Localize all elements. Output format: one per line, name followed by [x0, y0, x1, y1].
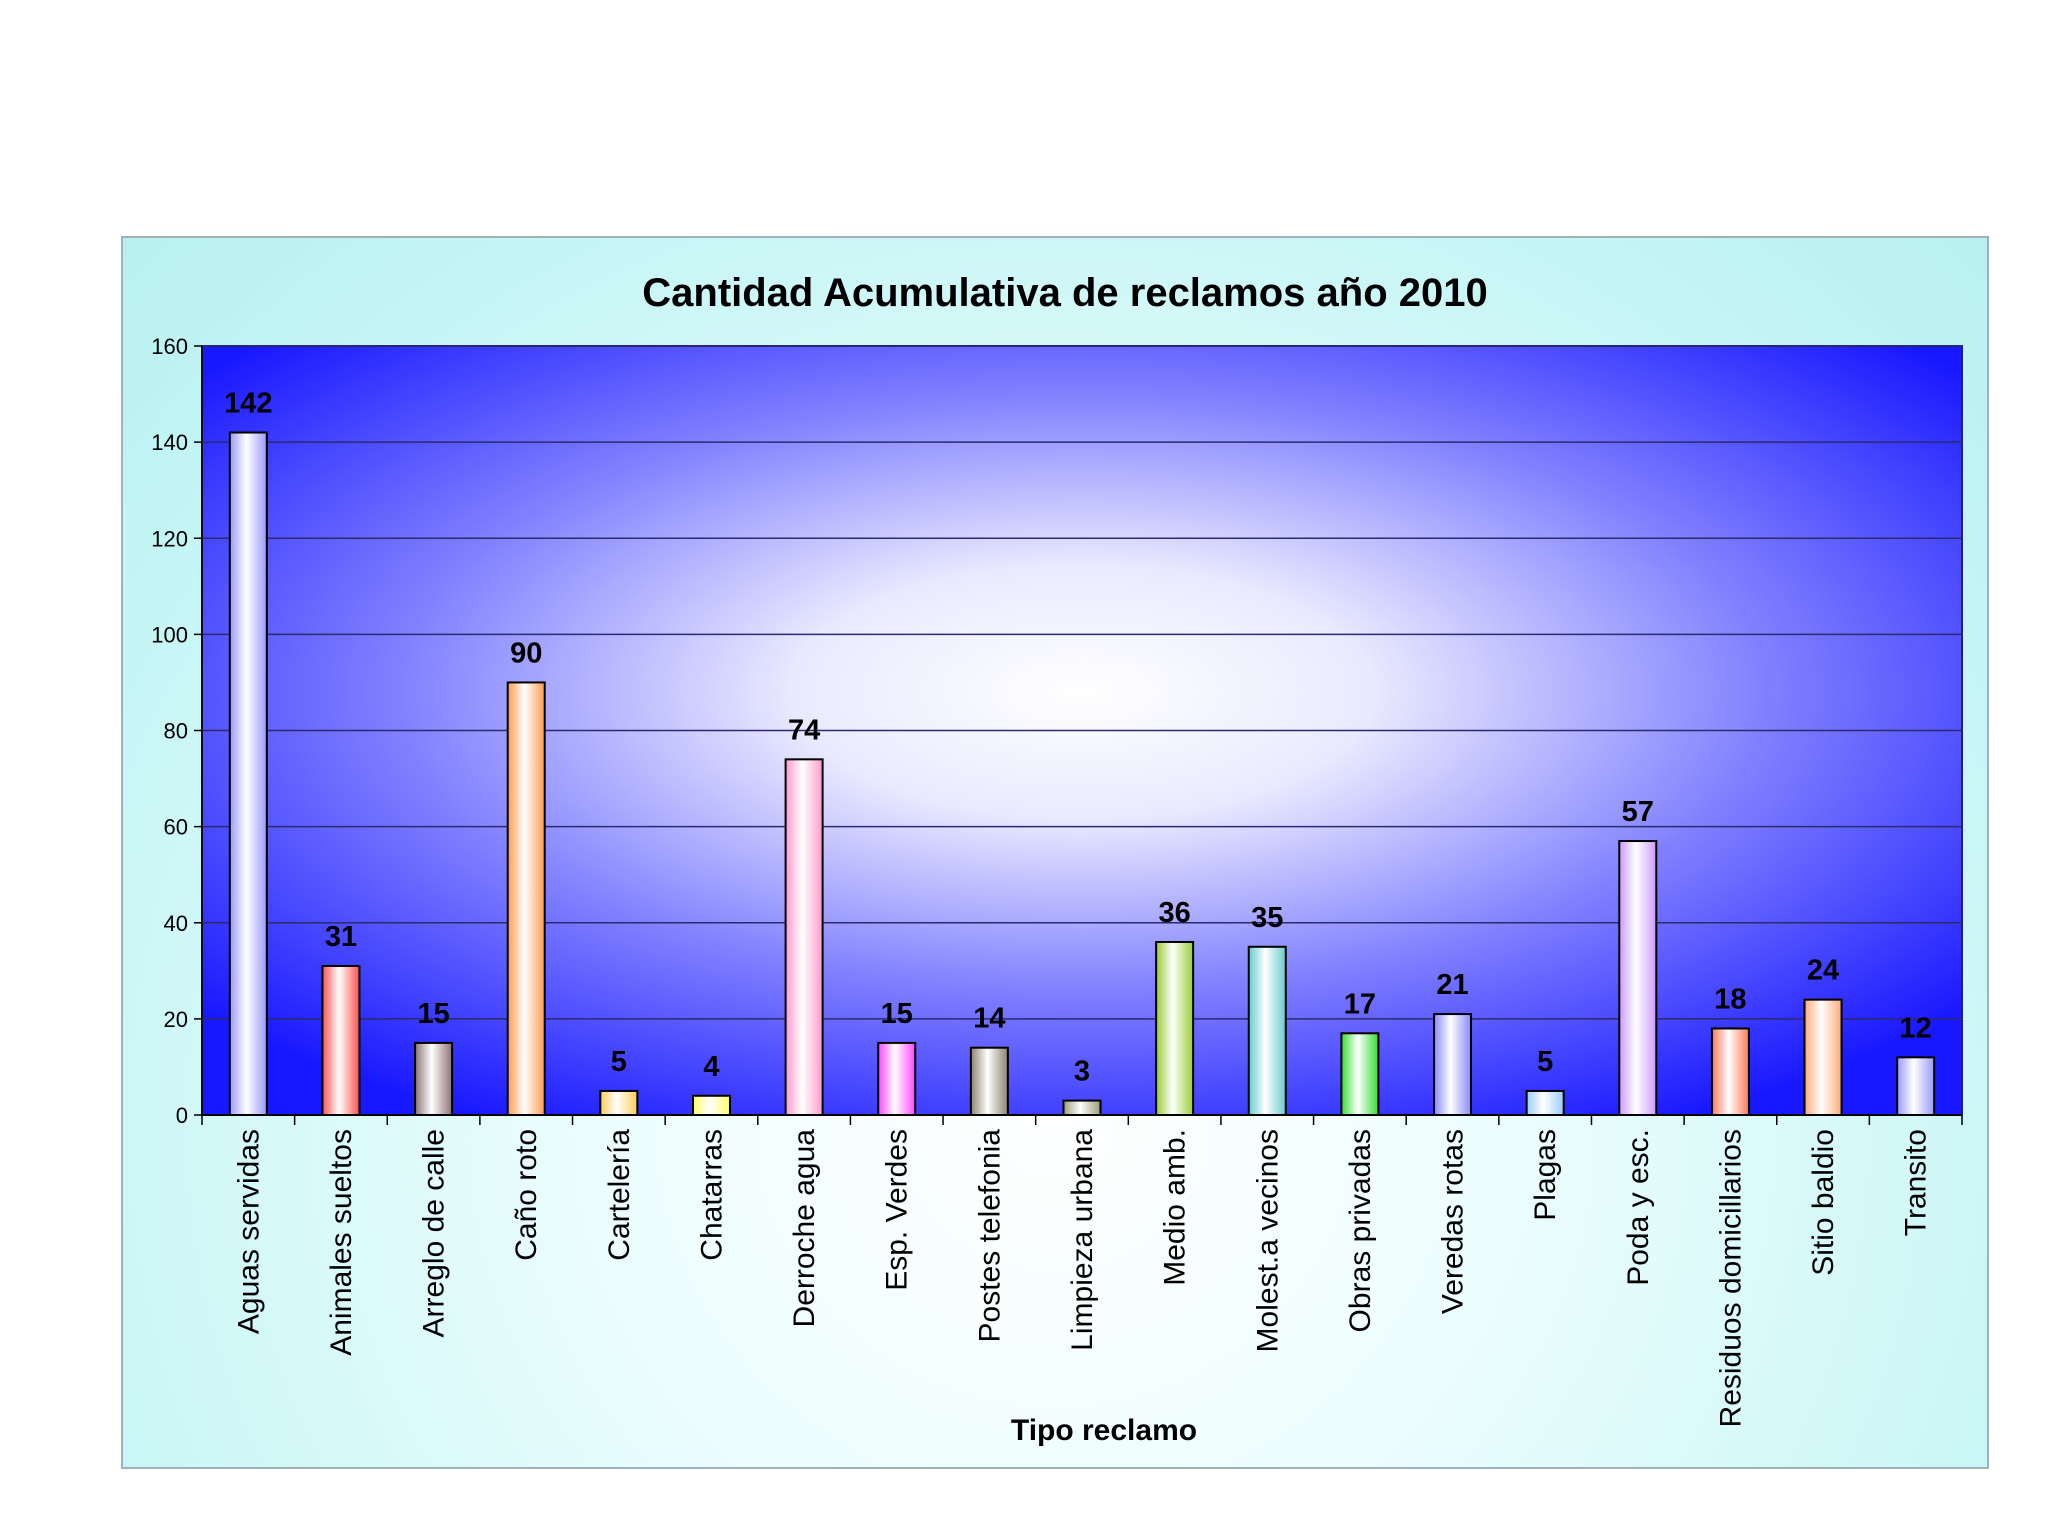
- y-tick-label: 0: [176, 1103, 188, 1128]
- x-tick-label: Transito: [1900, 1129, 1933, 1236]
- x-tick-label: Obras privadas: [1344, 1129, 1377, 1332]
- data-label: 14: [973, 1003, 1005, 1035]
- x-tick-label: Limpieza urbana: [1066, 1129, 1099, 1351]
- x-tick-label: Esp. Verdes: [881, 1129, 914, 1291]
- bar: [1896, 1056, 1936, 1117]
- data-label: 21: [1436, 969, 1468, 1001]
- y-tick-label: 140: [151, 430, 188, 455]
- y-tick-label: 80: [164, 719, 188, 744]
- x-tick-label: Residuos domicillarios: [1714, 1129, 1747, 1427]
- data-label: 31: [325, 921, 357, 953]
- data-label: 15: [417, 998, 449, 1030]
- y-tick-label: 120: [151, 526, 188, 551]
- bar: [969, 1046, 1009, 1117]
- data-label: 3: [1074, 1056, 1090, 1088]
- data-label: 35: [1251, 902, 1283, 934]
- data-label: 5: [611, 1046, 627, 1078]
- bar: [1340, 1032, 1380, 1117]
- data-label: 142: [224, 388, 272, 420]
- plot-area: [201, 345, 1963, 1116]
- bar: [1062, 1099, 1102, 1116]
- x-tick-label: Plagas: [1529, 1129, 1562, 1221]
- y-tick-label: 40: [164, 911, 188, 936]
- x-tick-label: Caño roto: [510, 1129, 543, 1261]
- x-tick-label: Derroche agua: [788, 1129, 821, 1328]
- bar: [228, 431, 268, 1116]
- bar-chart: Cantidad Acumulativa de reclamos año 201…: [151, 271, 1963, 1447]
- x-tick-label: Postes telefonia: [973, 1129, 1006, 1343]
- bar: [1155, 940, 1195, 1116]
- x-tick-label: Sitio baldio: [1807, 1129, 1840, 1276]
- bar: [784, 758, 824, 1117]
- y-tick-label: 20: [164, 1007, 188, 1032]
- bar: [1618, 840, 1658, 1116]
- bar: [599, 1089, 639, 1116]
- data-label: 4: [703, 1051, 719, 1083]
- bar: [877, 1041, 917, 1116]
- x-axis-label: Tipo reclamo: [1011, 1414, 1197, 1447]
- y-axis: 0 20 40 60 80 100 120 140 160: [151, 334, 203, 1128]
- x-tick-label: Animales sueltos: [325, 1129, 358, 1356]
- y-tick-label: 100: [151, 622, 188, 647]
- bar: [506, 681, 546, 1116]
- data-label: 15: [881, 998, 913, 1030]
- bar: [1433, 1013, 1473, 1116]
- x-tick-label: Arreglo de calle: [418, 1129, 451, 1337]
- y-tick-label: 160: [151, 334, 188, 359]
- data-label: 18: [1714, 983, 1746, 1015]
- x-tick-label: Molest.a vecinos: [1251, 1129, 1284, 1352]
- bar: [1247, 945, 1287, 1116]
- data-label: 17: [1344, 988, 1376, 1020]
- x-tick-label: Aguas servidas: [232, 1129, 265, 1334]
- bar: [414, 1041, 454, 1116]
- bar: [1803, 998, 1843, 1117]
- y-tick-label: 60: [164, 815, 188, 840]
- data-label: 12: [1900, 1012, 1932, 1044]
- bars: 142 31 15 90 5 4 74 15 14 3 36 35 17 21 5 57 18 24 12: [224, 388, 1936, 1117]
- chart-panel: Cantidad Acumulativa de reclamos año 201…: [121, 236, 1989, 1469]
- bar: [691, 1094, 731, 1117]
- data-label: 74: [788, 714, 820, 746]
- bar: [1710, 1027, 1750, 1116]
- x-tick-label: Cartelería: [603, 1129, 636, 1261]
- x-tick-label: Chatarras: [695, 1129, 728, 1261]
- data-label: 57: [1622, 796, 1654, 828]
- bar: [1525, 1089, 1565, 1116]
- x-tick-label: Poda y esc.: [1622, 1129, 1655, 1286]
- data-label: 90: [510, 637, 542, 669]
- data-label: 36: [1158, 897, 1190, 929]
- x-axis: Aguas servidas Animales sueltos Arreglo de…: [201, 1114, 1963, 1427]
- x-tick-label: Veredas rotas: [1437, 1129, 1470, 1314]
- chart-title: Cantidad Acumulativa de reclamos año 201…: [642, 271, 1488, 315]
- data-label: 5: [1537, 1046, 1553, 1078]
- bar: [321, 965, 361, 1116]
- data-label: 24: [1807, 955, 1839, 987]
- x-tick-label: Medio amb.: [1159, 1129, 1192, 1286]
